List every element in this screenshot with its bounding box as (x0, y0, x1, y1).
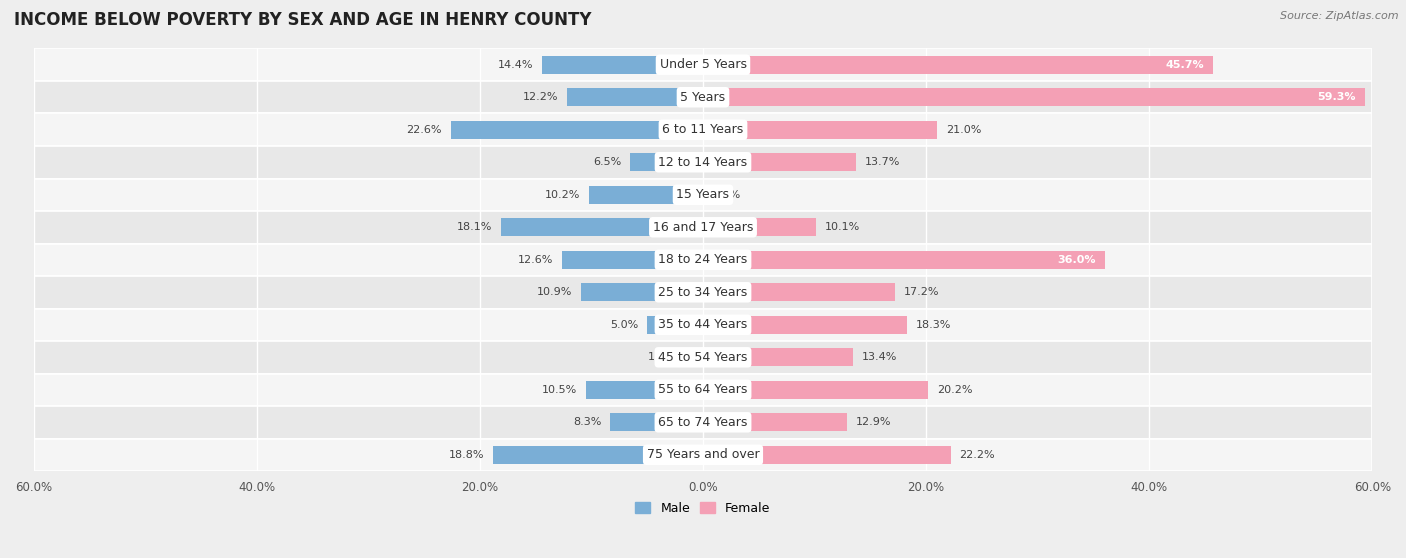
Text: 75 Years and over: 75 Years and over (647, 448, 759, 461)
Bar (34, 49, 1372, 81)
Bar (703, 348, 852, 366)
Text: 12 to 14 Years: 12 to 14 Years (658, 156, 748, 169)
Text: Under 5 Years: Under 5 Years (659, 58, 747, 71)
Text: 10.5%: 10.5% (541, 385, 576, 395)
Bar (703, 251, 1105, 269)
Bar (703, 283, 894, 301)
Bar (34, 439, 1372, 471)
Text: INCOME BELOW POVERTY BY SEX AND AGE IN HENRY COUNTY: INCOME BELOW POVERTY BY SEX AND AGE IN H… (14, 11, 592, 29)
Text: 8.3%: 8.3% (574, 417, 602, 427)
Bar (703, 153, 856, 171)
Text: 12.2%: 12.2% (523, 92, 558, 102)
Text: 5.0%: 5.0% (610, 320, 638, 330)
Text: 18.1%: 18.1% (457, 222, 492, 232)
Bar (501, 218, 703, 236)
Bar (703, 218, 815, 236)
Text: 25 to 34 Years: 25 to 34 Years (658, 286, 748, 299)
Bar (34, 373, 1372, 406)
Bar (543, 56, 703, 74)
Text: 0.0%: 0.0% (711, 190, 740, 200)
Bar (34, 276, 1372, 309)
Text: 45 to 54 Years: 45 to 54 Years (658, 351, 748, 364)
Bar (647, 316, 703, 334)
Bar (34, 309, 1372, 341)
Bar (34, 81, 1372, 113)
Text: 12.6%: 12.6% (519, 255, 554, 265)
Bar (494, 446, 703, 464)
Text: 13.4%: 13.4% (862, 352, 897, 362)
Text: 12.9%: 12.9% (856, 417, 891, 427)
Bar (34, 113, 1372, 146)
Text: 10.2%: 10.2% (546, 190, 581, 200)
Text: 6.5%: 6.5% (593, 157, 621, 167)
Text: 59.3%: 59.3% (1317, 92, 1355, 102)
Bar (582, 283, 703, 301)
Text: 17.2%: 17.2% (904, 287, 939, 297)
Bar (610, 413, 703, 431)
Text: 18.8%: 18.8% (449, 450, 484, 460)
Bar (567, 88, 703, 106)
Text: 6 to 11 Years: 6 to 11 Years (662, 123, 744, 136)
Text: 5 Years: 5 Years (681, 91, 725, 104)
Text: 16 and 17 Years: 16 and 17 Years (652, 221, 754, 234)
Bar (586, 381, 703, 399)
Text: 1.6%: 1.6% (648, 352, 676, 362)
Text: 65 to 74 Years: 65 to 74 Years (658, 416, 748, 429)
Bar (34, 406, 1372, 439)
Text: 10.1%: 10.1% (824, 222, 860, 232)
Bar (34, 179, 1372, 211)
Bar (589, 186, 703, 204)
Text: 13.7%: 13.7% (865, 157, 900, 167)
Text: 18 to 24 Years: 18 to 24 Years (658, 253, 748, 266)
Bar (451, 121, 703, 139)
Bar (685, 348, 703, 366)
Bar (703, 316, 907, 334)
Text: 21.0%: 21.0% (946, 125, 981, 134)
Text: 22.2%: 22.2% (960, 450, 995, 460)
Bar (562, 251, 703, 269)
Bar (34, 146, 1372, 179)
Text: 55 to 64 Years: 55 to 64 Years (658, 383, 748, 396)
Text: 35 to 44 Years: 35 to 44 Years (658, 318, 748, 331)
Text: 14.4%: 14.4% (498, 60, 533, 70)
Bar (703, 413, 846, 431)
Text: 10.9%: 10.9% (537, 287, 572, 297)
Bar (630, 153, 703, 171)
Text: 36.0%: 36.0% (1057, 255, 1095, 265)
Text: 22.6%: 22.6% (406, 125, 441, 134)
Text: 15 Years: 15 Years (676, 188, 730, 201)
Text: 45.7%: 45.7% (1166, 60, 1204, 70)
Legend: Male, Female: Male, Female (630, 497, 776, 519)
Bar (703, 381, 928, 399)
Bar (703, 121, 938, 139)
Text: 18.3%: 18.3% (917, 320, 952, 330)
Bar (703, 88, 1365, 106)
Text: 20.2%: 20.2% (938, 385, 973, 395)
Text: Source: ZipAtlas.com: Source: ZipAtlas.com (1281, 11, 1399, 21)
Bar (703, 446, 950, 464)
Bar (703, 56, 1213, 74)
Bar (34, 211, 1372, 243)
Bar (34, 243, 1372, 276)
Bar (34, 341, 1372, 373)
